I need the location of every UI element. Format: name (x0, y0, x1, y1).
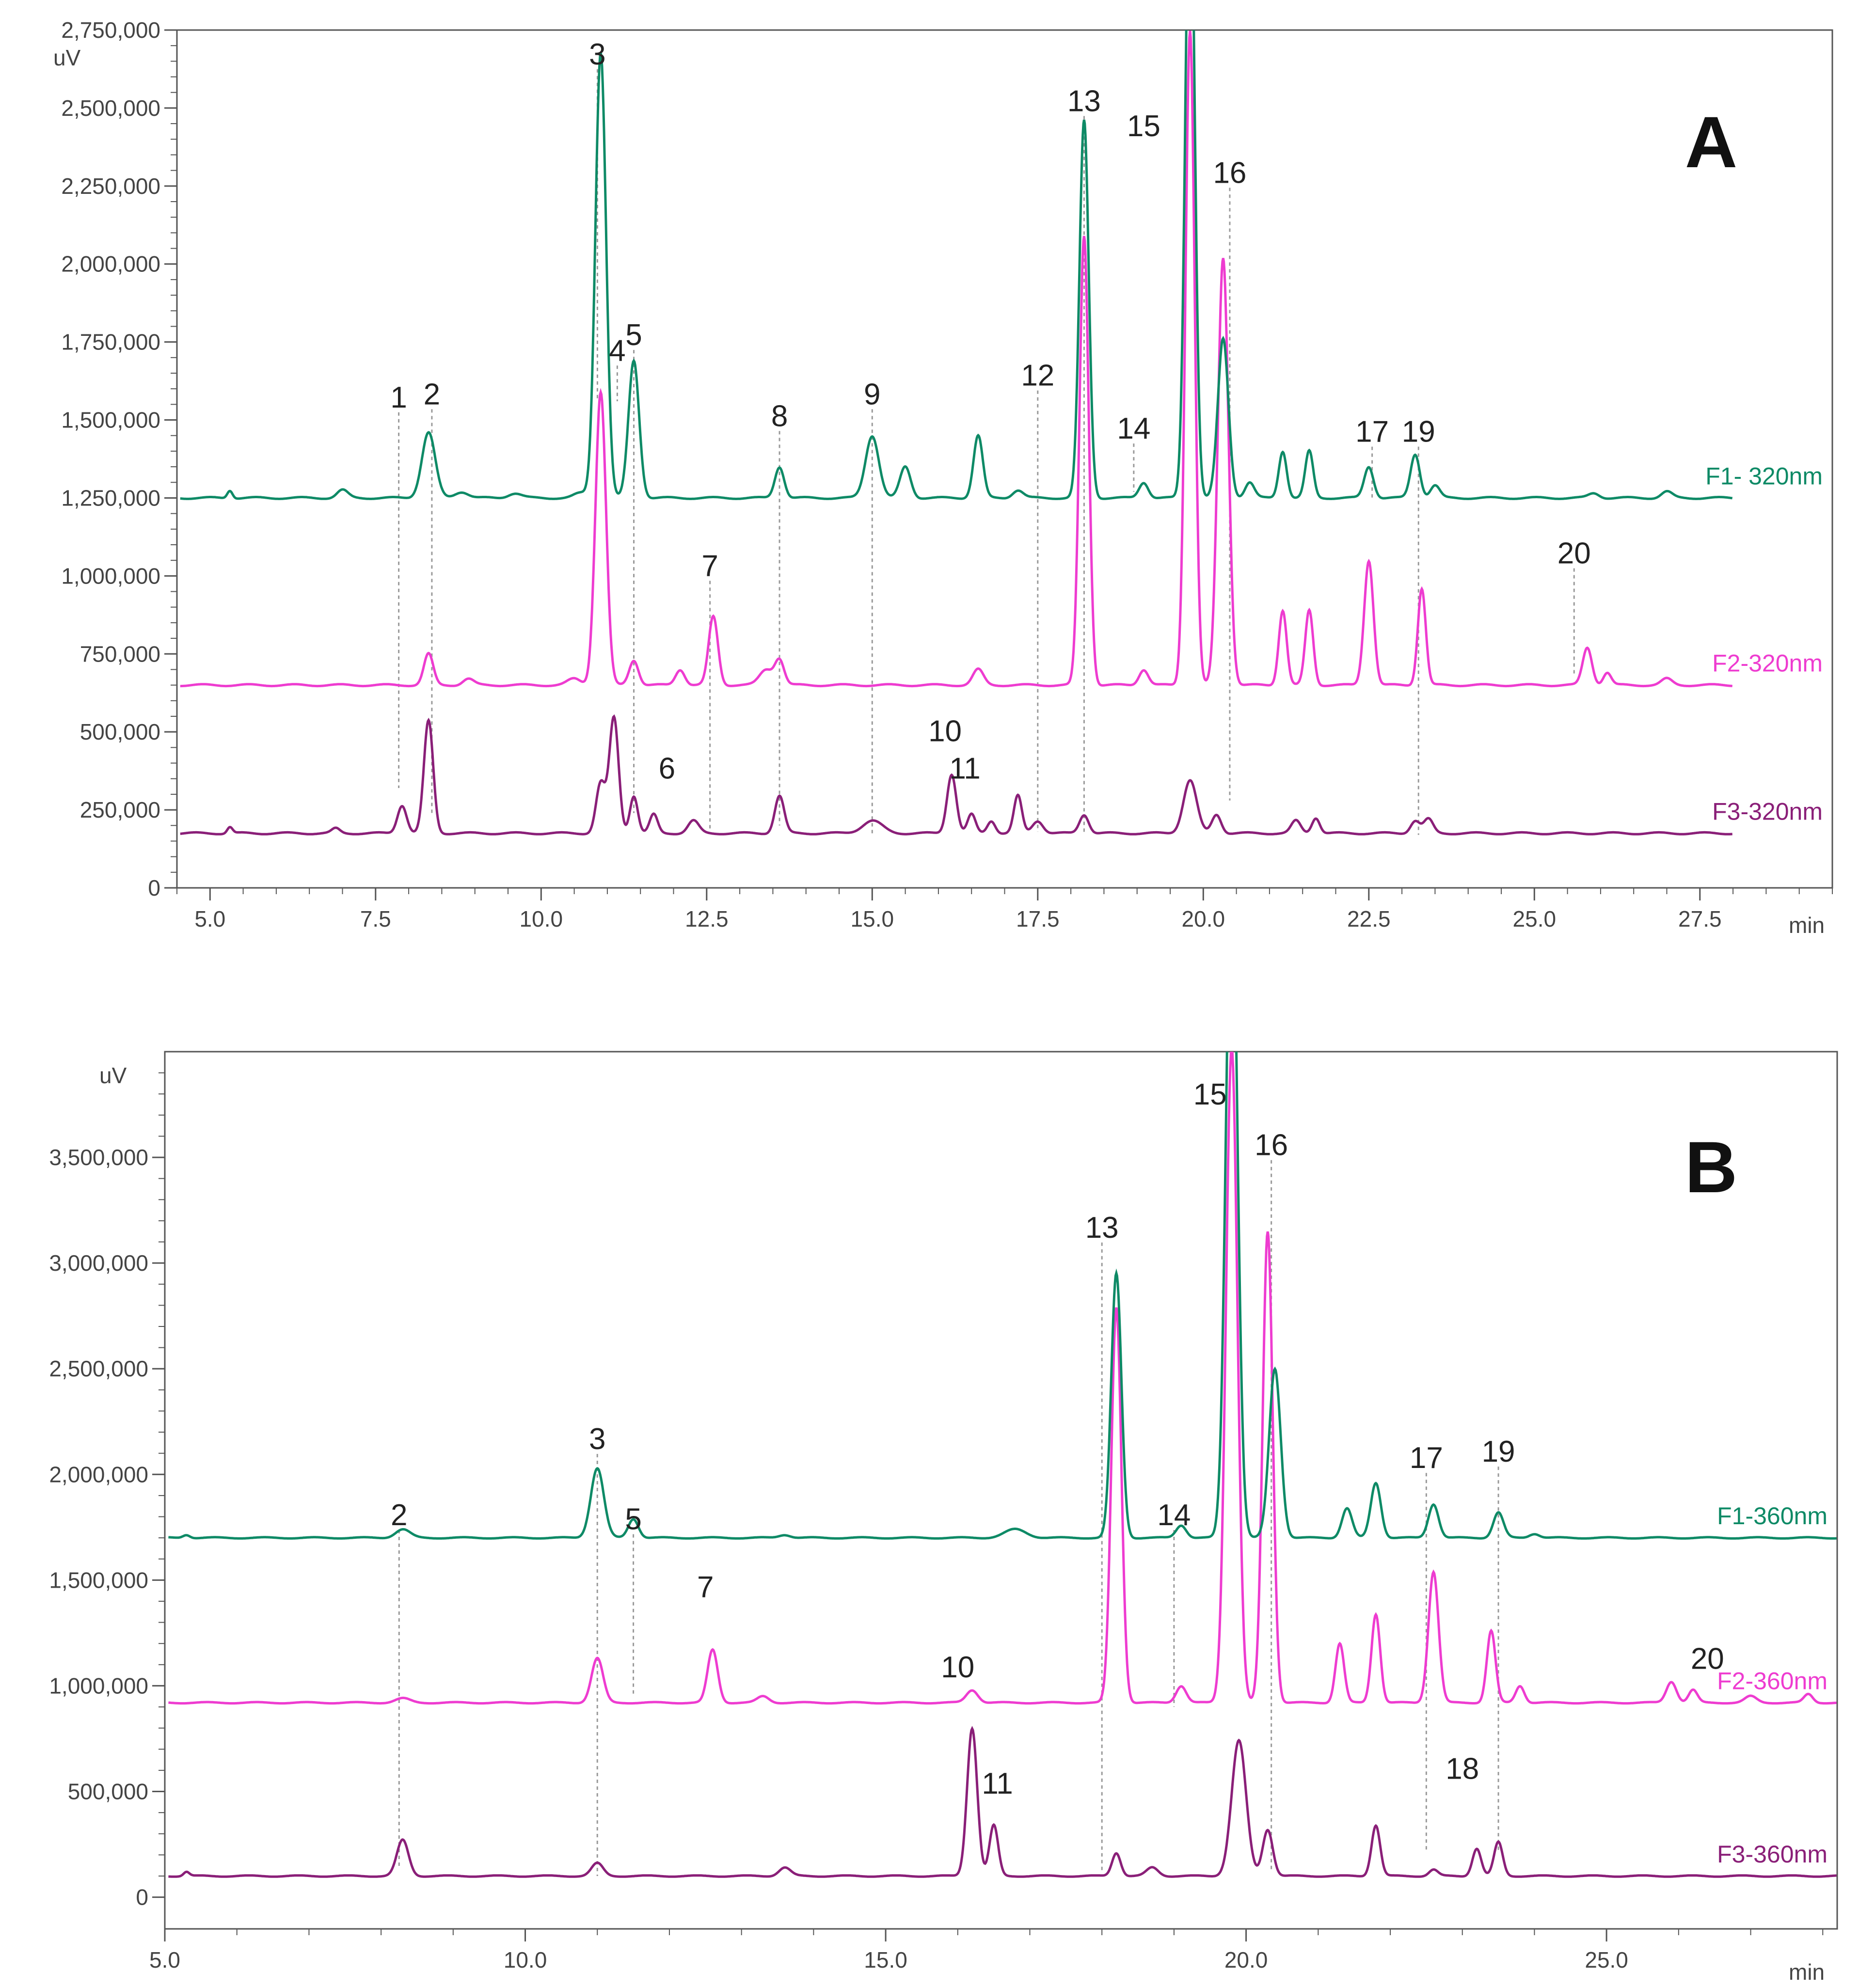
peak-label: 4 (609, 334, 625, 367)
peak-label: 19 (1402, 415, 1435, 449)
peak-label: 17 (1355, 415, 1389, 449)
x-tick-label: 22.5 (1347, 906, 1391, 931)
x-tick-label: 5.0 (194, 906, 225, 931)
y-axis-unit-label: uV (53, 45, 81, 70)
peak-label: 16 (1213, 156, 1246, 189)
peak-label: 1 (390, 381, 407, 414)
x-tick-label: 25.0 (1585, 1947, 1628, 1972)
peak-label: 3 (589, 1422, 605, 1456)
x-tick-label: 20.0 (1182, 906, 1225, 931)
y-tick-label: 1,250,000 (61, 485, 160, 510)
panel-corner-label: B (1685, 1126, 1737, 1208)
x-axis-unit-label: min (1789, 913, 1825, 938)
peak-label: 2 (424, 378, 440, 411)
chromatogram-a: 0 250,000 500,000 750,000 1,000,000 1,250,000… (53, 17, 1833, 938)
chromatogram-b: 0 500,000 1,000,000 1,500,000 2,000,000 2,500… (49, 1051, 1838, 1985)
y-tick-label: 500,000 (68, 1779, 148, 1804)
peak-label: 17 (1410, 1441, 1443, 1475)
series-label: F1- 320nm (1705, 462, 1823, 489)
chart-panel-a: 0 250,000 500,000 750,000 1,000,000 1,250,000… (0, 0, 1859, 950)
peak-label: 14 (1157, 1499, 1191, 1532)
panel-corner-label: A (1685, 101, 1737, 183)
peak-label: 10 (928, 714, 962, 748)
y-tick-label: 2,000,000 (49, 1462, 148, 1487)
x-tick-label: 15.0 (864, 1947, 907, 1972)
series-label: F3-320nm (1712, 798, 1823, 825)
peak-label: 7 (701, 549, 718, 583)
peak-label: 8 (771, 399, 788, 433)
peak-label: 19 (1482, 1435, 1515, 1468)
x-tick-label: 20.0 (1224, 1947, 1268, 1972)
peak-label: 7 (697, 1570, 714, 1604)
y-tick-label: 1,500,000 (49, 1567, 148, 1593)
peak-label: 11 (982, 1767, 1013, 1800)
series-line-f1-320nm (180, 30, 1733, 500)
series-label: F1-360nm (1717, 1502, 1827, 1530)
series-label: F3-360nm (1717, 1841, 1827, 1868)
peak-label: 15 (1193, 1078, 1227, 1111)
y-tick-label: 2,750,000 (61, 17, 160, 43)
peak-label: 20 (1557, 537, 1591, 570)
peak-label: 13 (1067, 84, 1101, 118)
y-tick-label: 3,000,000 (49, 1250, 148, 1276)
x-tick-label: 7.5 (360, 906, 391, 931)
chart-panel-b: 0 500,000 1,000,000 1,500,000 2,000,000 2,500… (0, 994, 1859, 1988)
series-line-f3-360nm (168, 1726, 1837, 1878)
peak-label: 11 (949, 752, 980, 786)
y-tick-label: 250,000 (80, 797, 160, 822)
x-tick-label: 10.0 (504, 1947, 547, 1972)
peak-label: 5 (625, 318, 642, 352)
series-line-f2-360nm (168, 1052, 1837, 1705)
peak-label: 14 (1117, 412, 1150, 445)
x-tick-label: 17.5 (1016, 906, 1060, 931)
y-axis-unit-label: uV (99, 1063, 127, 1088)
x-tick-label: 15.0 (851, 906, 894, 931)
y-tick-label: 2,500,000 (61, 95, 160, 121)
peak-label: 20 (1691, 1642, 1724, 1676)
series-label: F2-360nm (1717, 1667, 1827, 1694)
series-line-f3-320nm (180, 714, 1732, 836)
peak-label: 9 (864, 378, 880, 411)
y-tick-label: 500,000 (80, 719, 160, 744)
y-tick-label: 2,000,000 (61, 252, 160, 277)
x-tick-label: 5.0 (149, 1947, 180, 1972)
y-tick-label: 3,500,000 (49, 1145, 148, 1170)
peak-label: 16 (1255, 1129, 1288, 1162)
x-tick-label: 27.5 (1678, 906, 1722, 931)
y-tick-label: 1,000,000 (61, 563, 160, 588)
peak-label: 13 (1085, 1211, 1119, 1245)
y-tick-label: 2,250,000 (61, 174, 160, 199)
y-tick-label: 0 (148, 875, 160, 900)
peak-label: 10 (941, 1651, 974, 1684)
series-line-f2-320nm (180, 31, 1732, 688)
x-axis-unit-label: min (1789, 1959, 1825, 1985)
plot-frame (164, 1051, 1838, 1930)
peak-label: 3 (589, 38, 605, 71)
series-line-f1-360nm (168, 1052, 1837, 1540)
y-tick-label: 1,750,000 (61, 330, 160, 355)
y-tick-label: 750,000 (80, 641, 160, 666)
peak-label: 5 (625, 1503, 641, 1536)
peak-label: 18 (1446, 1752, 1479, 1785)
series-label: F2-320nm (1712, 650, 1823, 677)
y-tick-label: 0 (136, 1885, 148, 1910)
peak-label: 6 (659, 752, 675, 786)
x-tick-label: 10.0 (520, 906, 563, 931)
peak-label: 2 (391, 1499, 407, 1532)
peak-label: 12 (1021, 359, 1054, 393)
y-tick-label: 1,000,000 (49, 1673, 148, 1698)
x-tick-label: 12.5 (685, 906, 729, 931)
y-tick-label: 2,500,000 (49, 1356, 148, 1381)
peak-label: 15 (1127, 110, 1160, 143)
y-tick-label: 1,500,000 (61, 408, 160, 433)
x-tick-label: 25.0 (1513, 906, 1557, 931)
